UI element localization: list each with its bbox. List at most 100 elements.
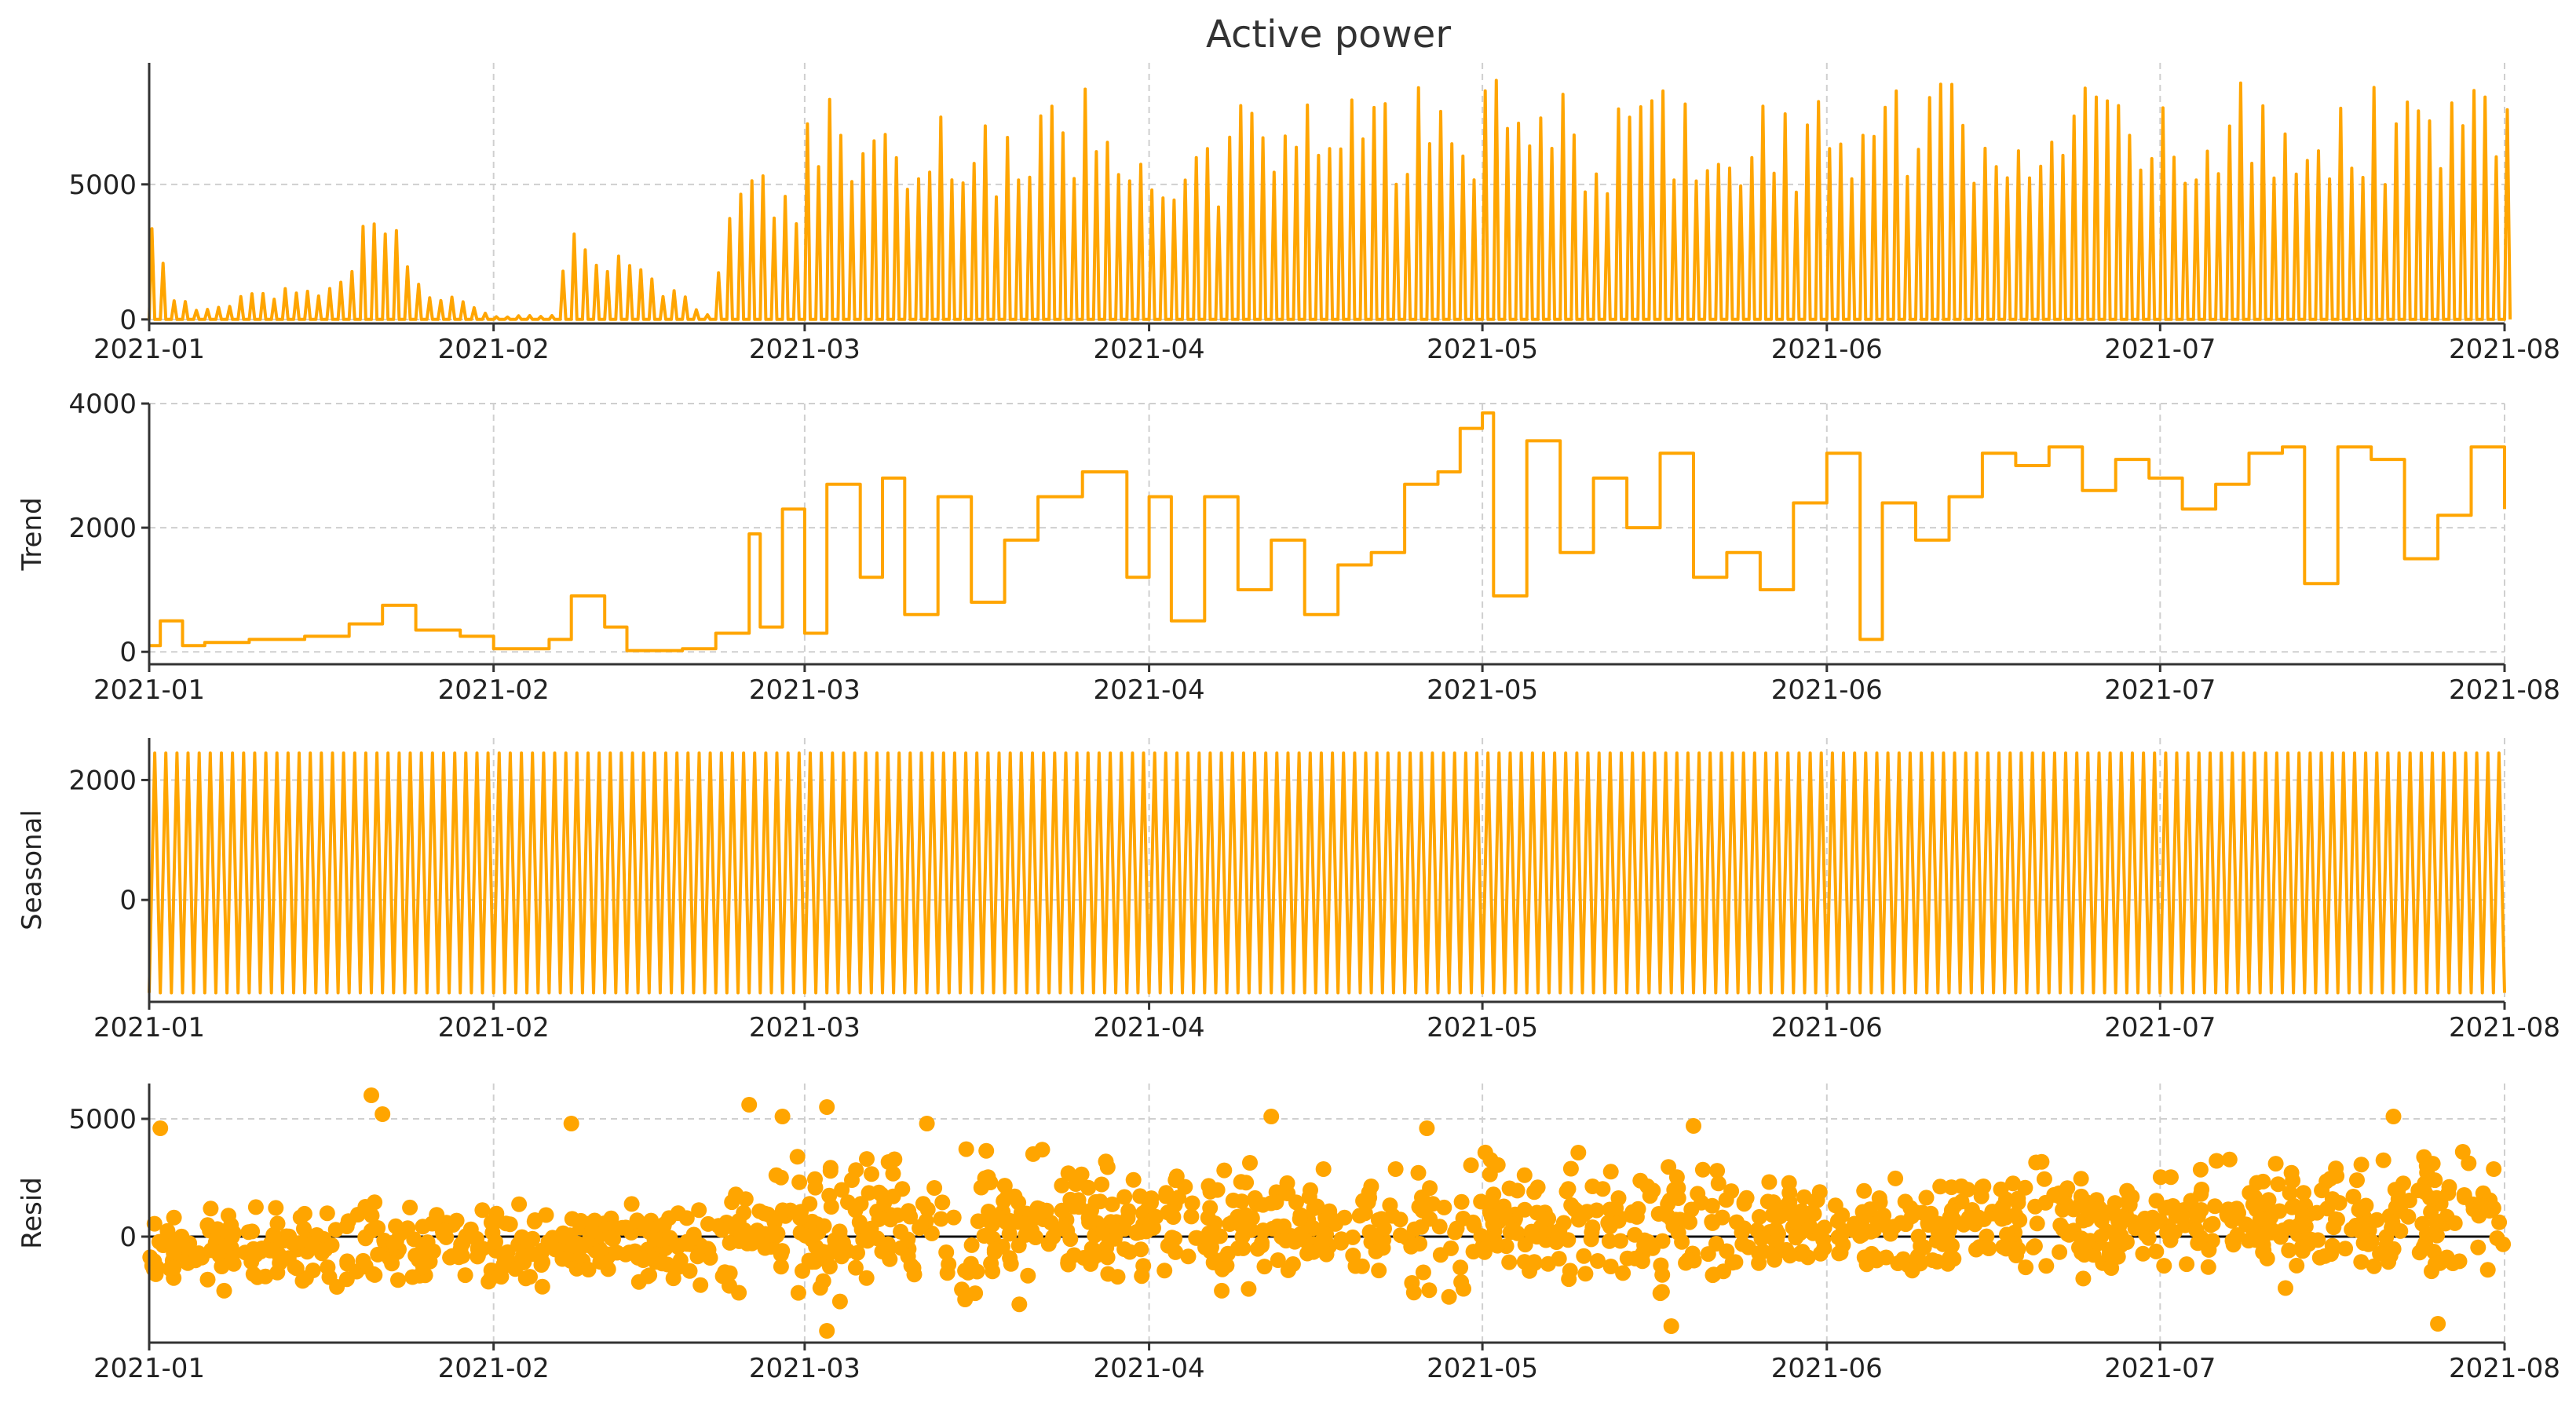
resid-point [934,1194,951,1211]
resid-point [2073,1171,2089,1187]
resid-point [1694,1161,1711,1178]
resid-point [2200,1259,2216,1275]
resid-point [1278,1233,1294,1249]
resid-point [670,1259,686,1275]
resid-point [1116,1189,1133,1205]
resid-point [2317,1248,2333,1264]
resid-point [1670,1225,1686,1241]
resid-point [700,1215,716,1232]
resid-point [2271,1203,2288,1219]
resid-point [1680,1252,1697,1268]
resid-point [1463,1157,1479,1174]
resid-point [912,1219,929,1235]
resid-point [2159,1224,2176,1241]
resid-point [162,1261,178,1277]
resid-point [2345,1189,2362,1204]
trend-panel: 2021-01 2021-02 2021-03 2021-04 2021-05 2021-… [16,389,2560,706]
seasonal-panel: 2021-01 2021-02 2021-03 2021-04 2021-05 2021-… [16,738,2560,1043]
resid-point [1216,1162,1233,1179]
resid-point [1816,1240,1832,1256]
x-tick-label: 2021-04 [1094,334,1205,365]
resid-point [415,1259,431,1275]
resid-point [1011,1296,1028,1313]
resid-point [981,1204,997,1219]
resid-point [926,1180,943,1196]
resid-point [1904,1263,1920,1279]
resid-point [1054,1202,1070,1219]
resid-point [1010,1237,1027,1254]
resid-point [1932,1179,1949,1195]
x-tick-label: 2021-01 [93,334,205,365]
resid-point [1452,1259,1469,1276]
resid-point [900,1231,916,1248]
resid-point [2033,1153,2050,1170]
x-tick-label: 2021-03 [749,1353,860,1384]
resid-point [1895,1251,1912,1267]
resid-point [1918,1190,1935,1206]
resid-point [1855,1221,1872,1237]
resid-point [1321,1203,1338,1219]
resid-point [245,1266,261,1282]
resid-point [1020,1267,1036,1284]
resid-point [1336,1209,1353,1226]
x-tick-label: 2021-01 [93,674,205,706]
resid-point [1392,1227,1409,1244]
resid-point [741,1097,758,1113]
resid-point [296,1205,312,1222]
resid-point [1318,1226,1335,1243]
x-tick-label: 2021-01 [93,1353,205,1384]
resid-point [1654,1266,1671,1283]
resid-point [152,1120,169,1136]
resid-point [923,1225,940,1241]
resid-point [1878,1249,1895,1266]
resid-point [1070,1192,1087,1208]
resid-point [1782,1247,1799,1263]
resid-point [1973,1188,1990,1204]
resid-point [474,1202,491,1219]
resid-point [1932,1219,1948,1236]
resid-point [1156,1263,1173,1279]
resid-point [2183,1193,2199,1209]
resid-point [1242,1155,1258,1171]
resid-point [915,1196,931,1212]
resid-point [902,1208,919,1225]
resid-point [984,1216,1000,1233]
resid-point [973,1179,989,1196]
resid-point [2495,1236,2512,1252]
resid-point [1263,1109,1280,1124]
resid-point [2400,1208,2417,1225]
resid-point [2439,1208,2455,1225]
resid-point [1254,1237,1270,1254]
resid-point [2188,1207,2205,1222]
resid-point [1422,1211,1438,1227]
resid-point [2038,1258,2055,1274]
resid-point [859,1151,875,1168]
resid-point [1666,1182,1683,1198]
resid-point [822,1163,839,1179]
resid-point [1421,1282,1438,1299]
resid-point [1202,1200,1219,1216]
resid-point [1466,1217,1482,1233]
resid-point [2351,1201,2367,1218]
resid-point [2221,1151,2238,1168]
resid-point [2207,1198,2223,1215]
resid-point [1122,1244,1138,1260]
resid-point [823,1199,839,1215]
resid-point [1816,1219,1832,1236]
resid-point [2419,1164,2435,1181]
resid-point [714,1222,730,1238]
resid-point [2415,1239,2432,1255]
resid-point [2075,1270,2092,1287]
resid-point [280,1250,297,1266]
resid-point [580,1262,597,1277]
resid-point [364,1087,379,1103]
resid-point [1576,1248,1592,1264]
resid-point [1436,1199,1452,1215]
resid-point [1551,1251,1567,1267]
resid-point [370,1220,386,1236]
resid-point [2385,1109,2402,1124]
resid-point [400,1220,416,1237]
x-tick-label: 2021-08 [2449,1353,2560,1384]
resid-point [258,1268,274,1285]
resid-point [165,1241,181,1257]
